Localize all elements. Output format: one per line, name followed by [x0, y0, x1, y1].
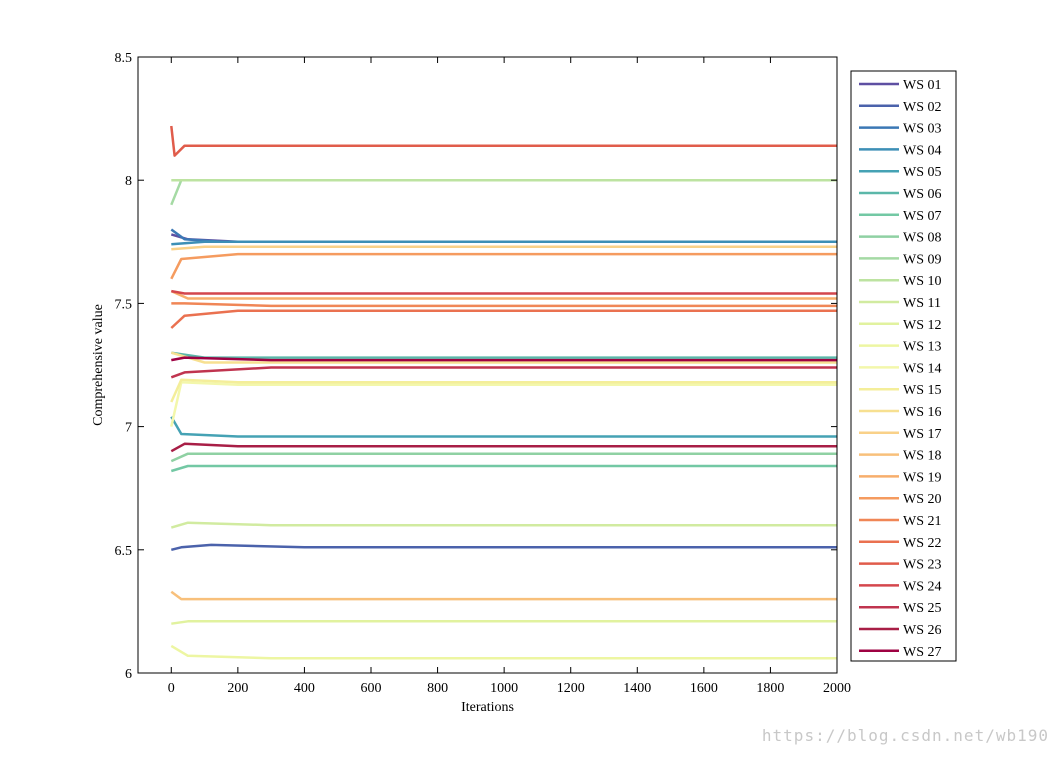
legend-label: WS 19 — [903, 470, 942, 485]
legend-label: WS 27 — [903, 645, 942, 660]
y-tick-label: 7 — [125, 421, 132, 436]
series-line-6 — [171, 351, 837, 359]
x-tick-label: 2000 — [823, 681, 851, 696]
series-line-12 — [171, 620, 837, 625]
series-line-4 — [171, 240, 837, 246]
legend-label: WS 06 — [903, 187, 942, 202]
y-tick-label: 6 — [125, 667, 132, 682]
legend-label: WS 26 — [903, 623, 942, 638]
legend-label: WS 14 — [903, 361, 942, 376]
series-line-9 — [170, 178, 837, 206]
plot-lines — [170, 125, 837, 660]
x-tick-label: 400 — [294, 681, 315, 696]
legend-label: WS 24 — [903, 579, 942, 594]
legend-label: WS 07 — [903, 209, 942, 224]
legend-label: WS 17 — [903, 427, 942, 442]
x-tick-label: 1200 — [557, 681, 585, 696]
legend-label: WS 03 — [903, 122, 942, 137]
legend-label: WS 01 — [903, 78, 942, 93]
x-tick-label: 1400 — [623, 681, 651, 696]
legend: WS 01 WS 02 WS 03 WS 04 WS 05 WS 06 WS 07 WS 08… — [850, 70, 957, 662]
y-tick-label: 7.5 — [115, 297, 133, 312]
x-tick-label: 800 — [427, 681, 448, 696]
series-line-22 — [170, 309, 837, 329]
series-line-21 — [171, 302, 837, 308]
series-line-11 — [170, 521, 837, 529]
legend-label: WS 08 — [903, 231, 942, 246]
series-line-13 — [170, 644, 837, 660]
legend-label: WS 18 — [903, 449, 942, 464]
series-line-19 — [170, 289, 837, 300]
legend-label: WS 12 — [903, 318, 942, 333]
watermark-text: https://blog.csdn.net/wb190 — [761, 726, 1049, 745]
legend-label: WS 25 — [903, 601, 942, 616]
x-tick-label: 600 — [361, 681, 382, 696]
y-tick-label: 8.5 — [115, 51, 133, 66]
legend-label: WS 11 — [903, 296, 941, 311]
x-tick-label: 1600 — [690, 681, 718, 696]
series-line-18 — [170, 590, 837, 601]
x-axis: 0 200 400 600 800 1000 1200 1400 1600 1800 2000 — [168, 57, 851, 696]
series-line-23 — [170, 125, 837, 157]
series-line-25 — [170, 366, 837, 379]
legend-label: WS 21 — [903, 514, 942, 529]
x-tick-label: 200 — [227, 681, 248, 696]
series-line-3 — [170, 228, 837, 244]
legend-label: WS 23 — [903, 558, 942, 573]
legend-label: WS 13 — [903, 340, 942, 355]
series-line-5 — [170, 416, 837, 438]
plot-frame — [137, 56, 838, 674]
series-line-20 — [170, 252, 837, 280]
legend-label: WS 22 — [903, 536, 942, 551]
x-axis-title: Iterations — [461, 700, 514, 715]
series-line-16 — [170, 351, 837, 364]
series-line-2 — [170, 543, 837, 552]
y-axis-title: Comprehensive value — [91, 304, 106, 426]
series-line-15 — [170, 378, 837, 403]
series-line-8 — [170, 452, 837, 463]
series-line-27 — [171, 356, 837, 362]
x-tick-label: 0 — [168, 681, 175, 696]
legend-label: WS 15 — [903, 383, 942, 398]
legend-label: WS 04 — [903, 143, 942, 158]
legend-label: WS 09 — [903, 252, 942, 267]
legend-label: WS 10 — [903, 274, 942, 289]
series-line-26 — [170, 442, 837, 453]
legend-label: WS 05 — [903, 165, 942, 180]
legend-label: WS 02 — [903, 100, 942, 115]
series-line-24 — [171, 289, 837, 295]
x-tick-label: 1800 — [756, 681, 784, 696]
y-axis: 6 6.5 7 7.5 8 8.5 — [115, 51, 837, 682]
series-line-14 — [170, 380, 837, 427]
series-line-7 — [170, 464, 837, 473]
y-tick-label: 8 — [125, 174, 132, 189]
series-line-17 — [171, 245, 837, 251]
legend-label: WS 16 — [903, 405, 942, 420]
x-tick-label: 1000 — [490, 681, 518, 696]
y-tick-label: 6.5 — [115, 544, 133, 559]
legend-label: WS 20 — [903, 492, 942, 507]
